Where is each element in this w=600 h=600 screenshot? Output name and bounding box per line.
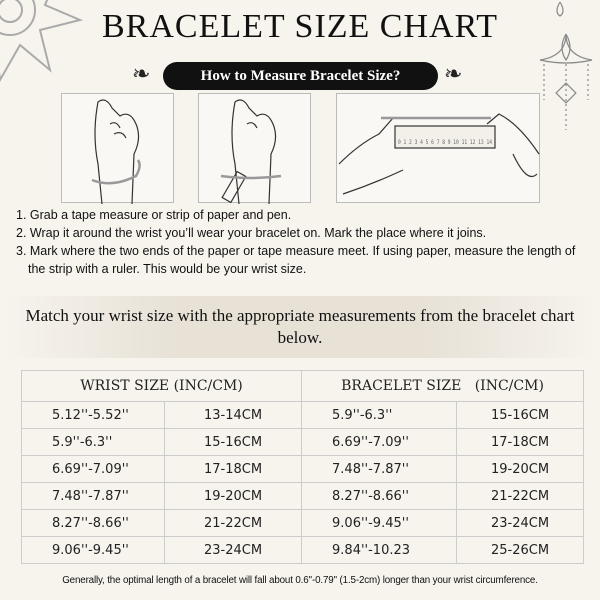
header-wrist-size: WRIST SIZE (INC/CM) (20, 370, 303, 402)
bracelet-inches-cell: 7.48''-7.87'' (301, 455, 458, 483)
wrist-cm-cell: 15-16CM (163, 428, 303, 456)
size-table: WRIST SIZE (INC/CM) BRACELET SIZE (INC/C… (20, 370, 585, 564)
step-3: 3. Mark where the two ends of the paper … (16, 244, 576, 276)
table-row: 7.48''-7.87'' 19-20CM 8.27''-8.66'' 21-22CM (21, 482, 585, 510)
match-instruction: Match your wrist size with the appropria… (25, 306, 575, 347)
subtitle-banner: How to Measure Bracelet Size? (163, 62, 438, 90)
page-title: BRACELET SIZE CHART (101, 8, 498, 45)
match-banner-background (0, 296, 600, 358)
illustration-mark-wrist (198, 93, 311, 204)
wrist-cm-cell: 17-18CM (163, 455, 303, 483)
wrist-inches-cell: 8.27''-8.66'' (21, 509, 165, 537)
ruler-numbers: 0 1 2 3 4 5 6 7 8 9 10 11 12 13 14 (398, 138, 492, 146)
table-row: 5.12''-5.52'' 13-14CM 5.9''-6.3'' 15-16CM (21, 401, 585, 429)
bracelet-cm-cell: 21-22CM (456, 482, 585, 510)
wrist-cm-cell: 13-14CM (163, 401, 303, 429)
wrist-cm-cell: 23-24CM (163, 536, 303, 564)
lotus-decoration-icon (539, 1, 593, 130)
wrist-cm-cell: 19-20CM (163, 482, 303, 510)
scroll-ornament-right-icon: ❧ (444, 62, 463, 87)
wrist-inches-cell: 9.06''-9.45'' (21, 536, 165, 564)
wrist-inches-cell: 6.69''-7.09'' (21, 455, 165, 483)
table-row: 9.06''-9.45'' 23-24CM 9.84''-10.23 25-26CM (21, 536, 585, 564)
bracelet-inches-cell: 6.69''-7.09'' (301, 428, 458, 456)
scroll-ornament-left-icon: ❧ (132, 62, 151, 87)
wrist-inches-cell: 5.12''-5.52'' (21, 401, 165, 429)
instructions-list: 1. Grab a tape measure or strip of paper… (16, 206, 594, 278)
bracelet-inches-cell: 5.9''-6.3'' (301, 401, 458, 429)
bracelet-cm-cell: 15-16CM (456, 401, 585, 429)
step-2: 2. Wrap it around the wrist you’ll wear … (16, 226, 487, 240)
table-header-row: WRIST SIZE (INC/CM) BRACELET SIZE (INC/C… (20, 370, 585, 402)
wrist-inches-cell: 5.9''-6.3'' (21, 428, 165, 456)
table-row: 8.27''-8.66'' 21-22CM 9.06''-9.45'' 23-24CM (21, 509, 585, 537)
illustration-measure-ruler: 0 1 2 3 4 5 6 7 8 9 10 11 12 13 14 (336, 93, 540, 203)
bracelet-cm-cell: 17-18CM (456, 428, 585, 456)
table-row: 5.9''-6.3'' 15-16CM 6.69''-7.09'' 17-18CM (21, 428, 585, 456)
bracelet-cm-cell: 23-24CM (456, 509, 585, 537)
wrist-cm-cell: 21-22CM (163, 509, 303, 537)
step-1: 1. Grab a tape measure or strip of paper… (16, 208, 292, 222)
mandala-decoration-icon (0, 0, 84, 83)
table-row: 6.69''-7.09'' 17-18CM 7.48''-7.87'' 19-20CM (21, 455, 585, 483)
bracelet-cm-cell: 25-26CM (456, 536, 585, 564)
wrist-inches-cell: 7.48''-7.87'' (21, 482, 165, 510)
footnote: Generally, the optimal length of a brace… (62, 575, 538, 586)
illustration-wrap-wrist (61, 93, 174, 204)
header-bracelet-size: BRACELET SIZE (INC/CM) (301, 370, 585, 402)
bracelet-inches-cell: 8.27''-8.66'' (301, 482, 458, 510)
bracelet-inches-cell: 9.06''-9.45'' (301, 509, 458, 537)
bracelet-inches-cell: 9.84''-10.23 (301, 536, 458, 564)
bracelet-cm-cell: 19-20CM (456, 455, 585, 483)
